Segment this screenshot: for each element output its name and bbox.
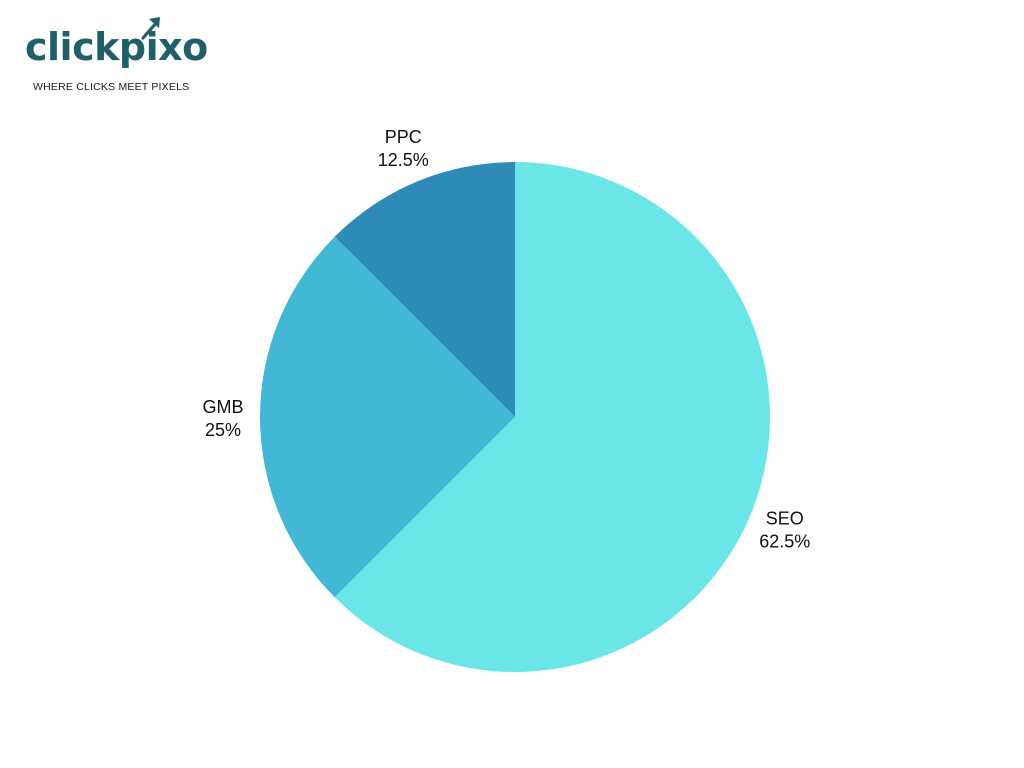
- brand-logo: clickpixo WHERE CLICKS MEET PIXELS: [22, 14, 222, 98]
- slice-value-ppc: 12.5%: [378, 150, 429, 170]
- pie-slice-ppc: [334, 162, 515, 417]
- slice-value-gmb: 25%: [205, 420, 241, 440]
- brand-wordmark: clickpixo: [25, 25, 208, 69]
- slice-label-gmb: GMB 25%: [202, 397, 243, 440]
- pie-slice-gmb: [260, 236, 515, 598]
- slice-value-seo: 62.5%: [759, 532, 810, 552]
- slice-label-ppc: PPC 12.5%: [378, 127, 429, 170]
- slice-name-gmb: GMB: [202, 397, 243, 417]
- slice-name-seo: SEO: [766, 509, 804, 529]
- brand-tagline: WHERE CLICKS MEET PIXELS: [33, 81, 190, 93]
- slice-label-seo: SEO 62.5%: [759, 509, 810, 552]
- slice-name-ppc: PPC: [385, 127, 422, 147]
- pie-slice-seo: [334, 162, 771, 672]
- arrow-up-right-icon: [141, 17, 160, 40]
